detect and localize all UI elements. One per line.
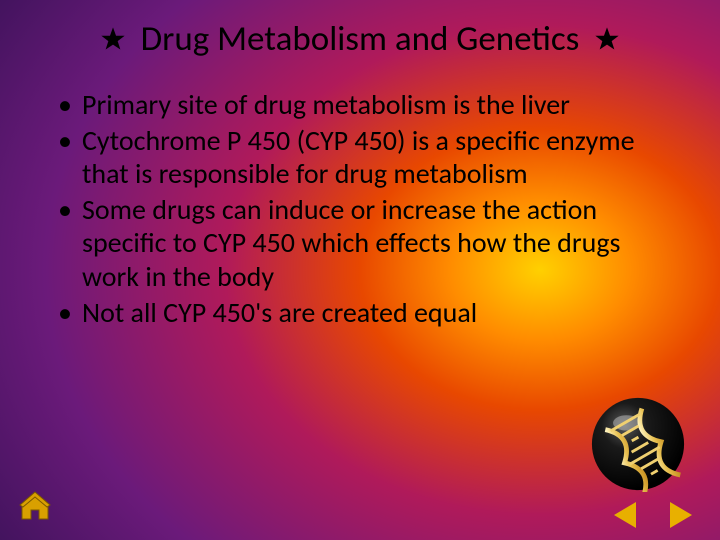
bullet-list: Primary site of drug metabolism is the l…: [54, 88, 680, 329]
list-item: Not all CYP 450's are created equal: [54, 296, 680, 330]
list-item: Some drugs can induce or increase the ac…: [54, 193, 680, 294]
list-item: Cytochrome P 450 (CYP 450) is a specific…: [54, 124, 680, 191]
title-row: Drug Metabolism and Genetics: [40, 18, 680, 60]
next-arrow-icon[interactable]: [670, 502, 692, 528]
prev-arrow-icon[interactable]: [614, 502, 636, 528]
slide: Drug Metabolism and Genetics Primary sit…: [0, 0, 720, 540]
star-right-icon: [593, 25, 621, 53]
dna-icon: [590, 396, 686, 492]
list-item: Primary site of drug metabolism is the l…: [54, 88, 680, 122]
nav-arrows: [614, 502, 692, 528]
page-title: Drug Metabolism and Genetics: [141, 18, 580, 60]
home-icon[interactable]: [18, 490, 52, 522]
star-left-icon: [99, 25, 127, 53]
content-area: Primary site of drug metabolism is the l…: [40, 88, 680, 329]
